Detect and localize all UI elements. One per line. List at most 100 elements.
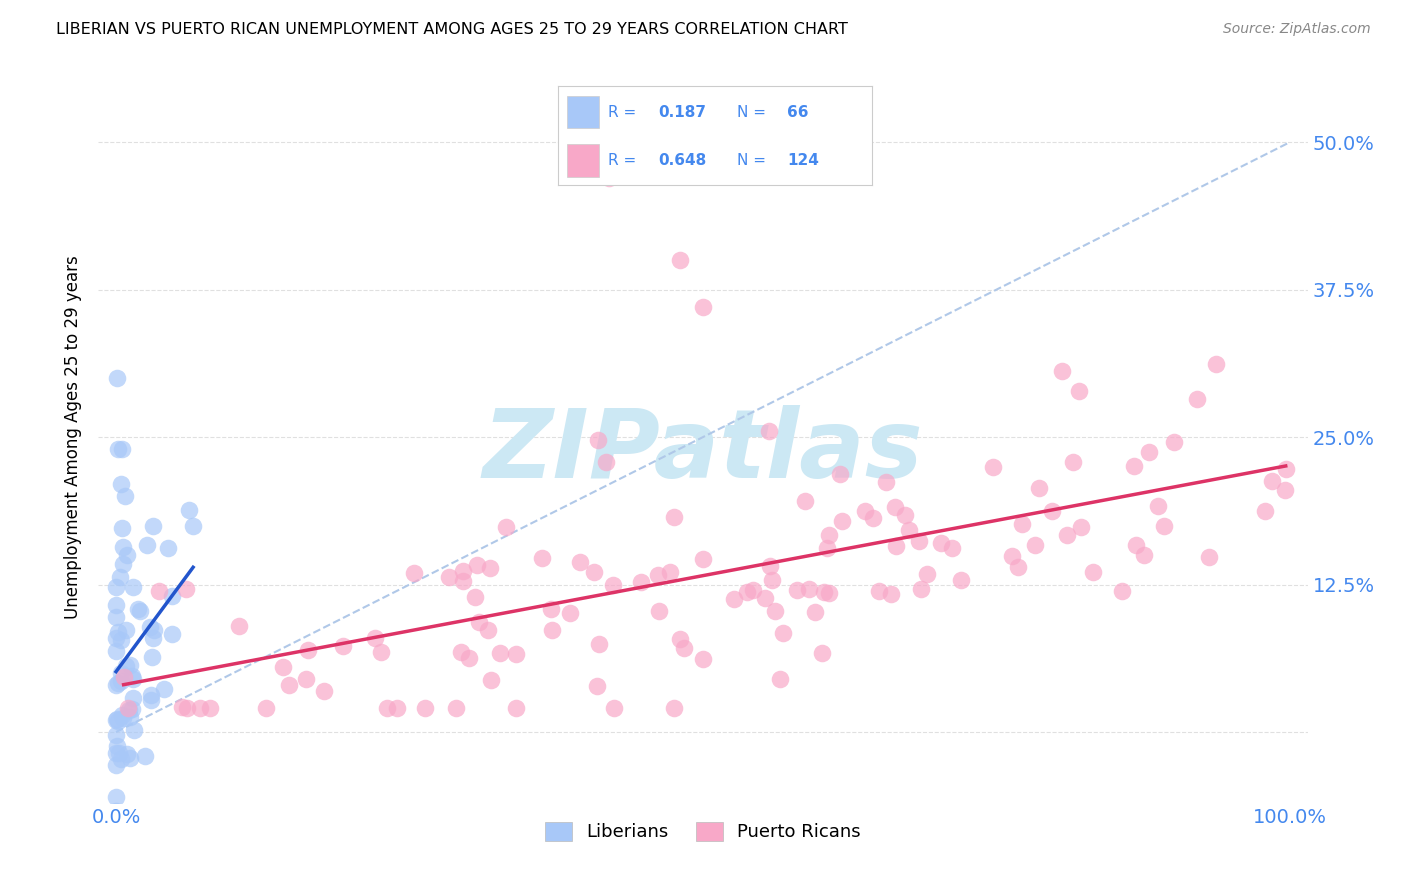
Point (446, 701, 468, 715)
Point (160, 589, 183, 603)
Point (530, 551, 553, 566)
Point (105, 713, 128, 727)
Point (910, 582, 932, 596)
Point (413, 701, 436, 715)
Point (648, 604, 671, 618)
Point (458, 650, 481, 665)
Point (105, 747, 128, 761)
Point (105, 739, 128, 753)
Point (815, 541, 838, 556)
Point (1254, 504, 1277, 518)
Point (143, 623, 166, 637)
Point (479, 673, 502, 688)
Point (115, 747, 138, 762)
Point (105, 678, 128, 692)
Point (107, 624, 129, 639)
Point (931, 535, 953, 549)
Point (121, 702, 143, 716)
Point (295, 672, 318, 686)
Point (754, 591, 776, 605)
Point (917, 566, 939, 581)
Y-axis label: Unemployment Among Ages 25 to 29 years: Unemployment Among Ages 25 to 29 years (65, 255, 83, 619)
Point (111, 521, 134, 535)
Point (541, 623, 564, 637)
Point (105, 609, 128, 624)
Point (114, 489, 136, 503)
Point (105, 757, 128, 772)
Point (451, 574, 474, 589)
Point (121, 669, 143, 683)
Point (981, 460, 1004, 475)
Point (157, 541, 180, 555)
Point (1137, 445, 1160, 459)
Point (107, 714, 129, 728)
Point (107, 442, 129, 456)
Point (387, 701, 409, 715)
Point (139, 693, 162, 707)
Point (105, 790, 128, 805)
Point (1001, 549, 1024, 563)
Point (1274, 462, 1296, 476)
Point (1024, 538, 1046, 552)
Point (761, 573, 783, 587)
Point (142, 519, 165, 533)
Point (120, 751, 142, 765)
Point (583, 565, 606, 579)
Point (465, 558, 488, 572)
Point (884, 500, 907, 515)
Point (908, 534, 931, 549)
Point (897, 523, 920, 537)
Point (450, 645, 472, 659)
Point (868, 583, 890, 598)
Point (1081, 565, 1104, 579)
Point (105, 644, 128, 658)
Point (153, 682, 176, 697)
Point (659, 565, 682, 579)
Point (112, 711, 135, 725)
Point (758, 424, 780, 438)
Point (228, 619, 250, 633)
Point (122, 690, 145, 705)
Point (668, 253, 690, 268)
Point (1261, 474, 1284, 488)
Point (105, 599, 128, 613)
Point (142, 631, 165, 645)
Point (160, 627, 183, 641)
Point (668, 632, 690, 647)
Point (1125, 538, 1147, 552)
Point (370, 645, 392, 659)
Point (941, 541, 963, 556)
Point (148, 584, 170, 599)
Point (828, 467, 851, 482)
Point (598, 170, 620, 185)
Point (134, 749, 156, 764)
Point (128, 604, 150, 618)
Point (647, 568, 669, 582)
Point (297, 643, 319, 657)
Point (122, 581, 145, 595)
Point (1185, 392, 1208, 406)
Point (172, 700, 194, 714)
Point (478, 561, 501, 575)
Point (136, 537, 159, 551)
Point (1163, 435, 1185, 450)
Point (141, 650, 163, 665)
Point (254, 701, 277, 715)
Point (772, 626, 794, 640)
Point (111, 540, 134, 554)
Point (818, 586, 841, 600)
Point (468, 615, 491, 630)
Point (568, 555, 591, 569)
Point (505, 701, 527, 715)
Point (894, 508, 917, 522)
Point (602, 578, 624, 592)
Point (1198, 550, 1220, 565)
Point (1067, 384, 1090, 398)
Point (1056, 528, 1078, 542)
Point (177, 503, 200, 517)
Point (271, 660, 294, 674)
Point (817, 528, 839, 542)
Point (110, 666, 132, 681)
Point (200, 701, 222, 715)
Point (105, 632, 128, 646)
